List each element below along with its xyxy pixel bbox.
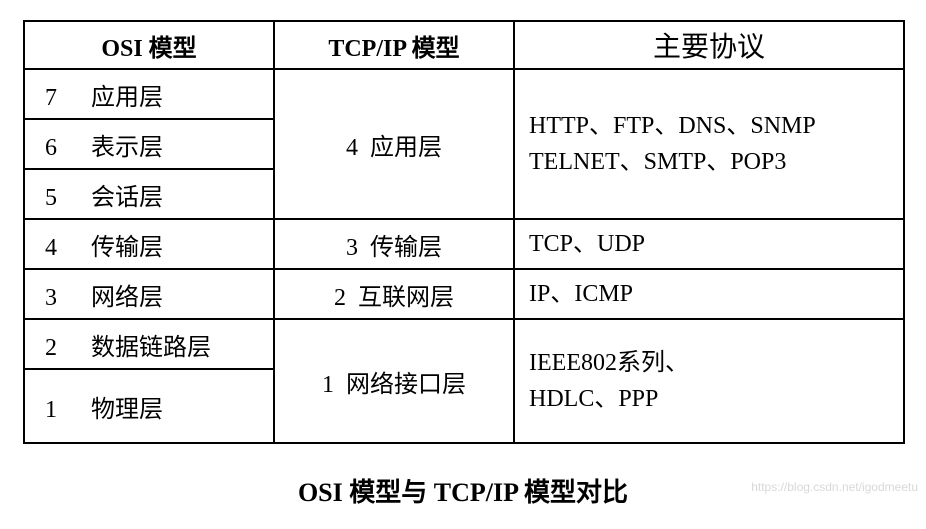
osi-number: 5 <box>45 185 71 212</box>
protocols-line: HTTP、FTP、DNS、SNMP <box>529 113 816 139</box>
osi-number: 6 <box>45 135 71 162</box>
osi-label: 数据链路层 <box>91 335 211 361</box>
tcpip-number: 2 <box>334 285 346 311</box>
table-row: 3 网络层 2 互联网层 IP、ICMP <box>24 269 904 319</box>
osi-layer-1: 1 物理层 <box>24 369 274 443</box>
tcpip-number: 1 <box>322 372 334 398</box>
tcpip-label: 网络接口层 <box>346 372 466 398</box>
osi-layer-6: 6 表示层 <box>24 119 274 169</box>
osi-tcpip-table: OSI 模型 TCP/IP 模型 主要协议 7 应用层 4 应用层 HTTP、F… <box>23 20 905 444</box>
tcpip-layer-3: 3 传输层 <box>274 219 514 269</box>
protocols-transport: TCP、UDP <box>514 219 904 269</box>
osi-label: 网络层 <box>91 285 163 311</box>
osi-layer-5: 5 会话层 <box>24 169 274 219</box>
table-row: 4 传输层 3 传输层 TCP、UDP <box>24 219 904 269</box>
watermark: https://blog.csdn.net/igodmeetu <box>751 480 918 494</box>
table-header-row: OSI 模型 TCP/IP 模型 主要协议 <box>24 21 904 69</box>
table-row: 2 数据链路层 1 网络接口层 IEEE802系列、 HDLC、PPP <box>24 319 904 369</box>
tcpip-label: 传输层 <box>370 235 442 261</box>
col-header-protocols: 主要协议 <box>514 21 904 69</box>
osi-number: 1 <box>45 397 71 424</box>
tcpip-layer-2: 2 互联网层 <box>274 269 514 319</box>
osi-label: 表示层 <box>91 135 163 161</box>
protocols-app: HTTP、FTP、DNS、SNMP TELNET、SMTP、POP3 <box>514 69 904 219</box>
tcpip-label: 互联网层 <box>358 285 454 311</box>
protocols-link: IEEE802系列、 HDLC、PPP <box>514 319 904 443</box>
tcpip-layer-4: 4 应用层 <box>274 69 514 219</box>
osi-label: 传输层 <box>91 235 163 261</box>
tcpip-label: 应用层 <box>370 135 442 161</box>
col-header-osi: OSI 模型 <box>24 21 274 69</box>
osi-number: 3 <box>45 285 71 312</box>
osi-label: 物理层 <box>91 397 163 423</box>
osi-layer-2: 2 数据链路层 <box>24 319 274 369</box>
osi-layer-4: 4 传输层 <box>24 219 274 269</box>
protocols-line: IEEE802系列、 <box>529 350 689 376</box>
protocols-internet: IP、ICMP <box>514 269 904 319</box>
osi-number: 4 <box>45 235 71 262</box>
tcpip-layer-1: 1 网络接口层 <box>274 319 514 443</box>
protocols-line: TELNET、SMTP、POP3 <box>529 149 786 175</box>
osi-label: 应用层 <box>91 85 163 111</box>
osi-label: 会话层 <box>91 185 163 211</box>
tcpip-number: 4 <box>346 135 358 161</box>
osi-number: 7 <box>45 85 71 112</box>
table-row: 7 应用层 4 应用层 HTTP、FTP、DNS、SNMP TELNET、SMT… <box>24 69 904 119</box>
tcpip-number: 3 <box>346 235 358 261</box>
osi-layer-7: 7 应用层 <box>24 69 274 119</box>
osi-layer-3: 3 网络层 <box>24 269 274 319</box>
col-header-tcpip: TCP/IP 模型 <box>274 21 514 69</box>
protocols-line: HDLC、PPP <box>529 386 658 412</box>
osi-number: 2 <box>45 335 71 362</box>
